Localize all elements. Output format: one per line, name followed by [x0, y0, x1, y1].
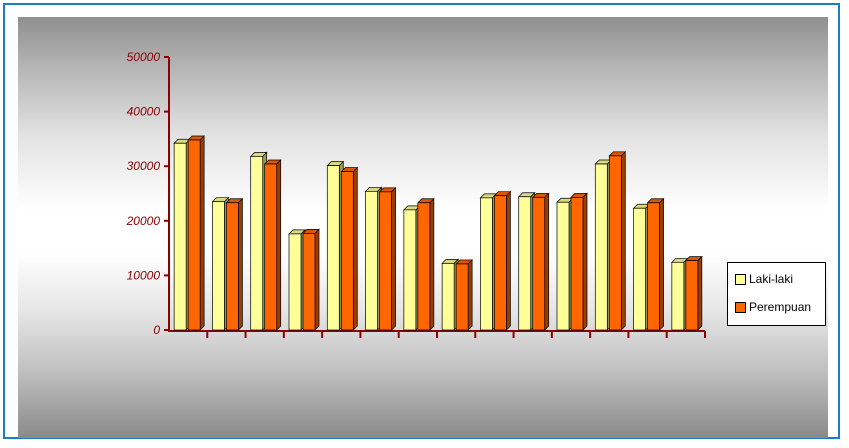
bar-perempuan: [302, 233, 316, 331]
bar-side-perempuan: [429, 197, 435, 331]
bar-side-perempuan: [582, 192, 588, 331]
bar-perempuan: [379, 191, 392, 331]
legend-item-perempuan: Perempuan: [735, 300, 811, 314]
y-tick-label: 10000: [127, 268, 161, 282]
y-tick-label: 30000: [127, 159, 161, 173]
bar-perempuan: [455, 263, 469, 331]
bar-laki-laki: [250, 156, 264, 331]
bar-side-perempuan: [314, 228, 320, 331]
bar-perempuan: [608, 155, 622, 331]
bar-laki-laki: [403, 209, 417, 331]
legend-item-laki-laki: Laki-laki: [735, 272, 793, 286]
bar-perempuan: [340, 171, 354, 331]
y-tick-label: 0: [153, 323, 160, 337]
bar-laki-laki: [671, 261, 685, 331]
bar-side-perempuan: [544, 192, 550, 331]
bar-side-perempuan: [697, 255, 703, 331]
y-tick-label: 40000: [127, 105, 161, 119]
bar-laki-laki: [556, 201, 570, 331]
bar-laki-laki: [173, 142, 187, 331]
legend-swatch-perempuan: [735, 301, 746, 313]
bar-side-perempuan: [352, 166, 358, 331]
bar-laki-laki: [288, 233, 302, 331]
bar-side-perempuan: [238, 197, 243, 331]
bar-perempuan: [226, 202, 239, 331]
chart-legend: Laki-laki Perempuan: [727, 262, 826, 326]
bar-side-perempuan: [620, 150, 626, 331]
y-tick-label: 50000: [127, 50, 161, 64]
bar-laki-laki: [633, 207, 646, 331]
bar-side-perempuan: [467, 259, 473, 331]
bar-side-perempuan: [506, 190, 511, 331]
bar-laki-laki: [365, 190, 378, 331]
bar-perempuan: [685, 260, 699, 331]
bar-perempuan: [417, 202, 431, 331]
bar-side-perempuan: [659, 197, 664, 331]
bar-perempuan: [187, 139, 201, 331]
legend-swatch-laki-laki: [735, 273, 746, 285]
bar-side-perempuan: [199, 135, 205, 331]
bar-perempuan: [264, 163, 278, 331]
bar-perempuan: [532, 196, 546, 331]
bar-laki-laki: [480, 197, 493, 331]
legend-label-perempuan: Perempuan: [749, 300, 812, 314]
bar-side-perempuan: [391, 187, 396, 331]
bar-laki-laki: [441, 263, 455, 331]
legend-label-laki-laki: Laki-laki: [749, 272, 794, 286]
bar-perempuan: [647, 202, 660, 331]
bar-side-perempuan: [276, 159, 282, 331]
y-tick-label: 20000: [126, 214, 161, 228]
bar-laki-laki: [212, 201, 225, 331]
bar-laki-laki: [326, 165, 340, 331]
bar-laki-laki: [594, 163, 608, 331]
bar-perempuan: [494, 195, 507, 331]
bar-laki-laki: [518, 196, 532, 331]
bar-perempuan: [570, 196, 584, 331]
